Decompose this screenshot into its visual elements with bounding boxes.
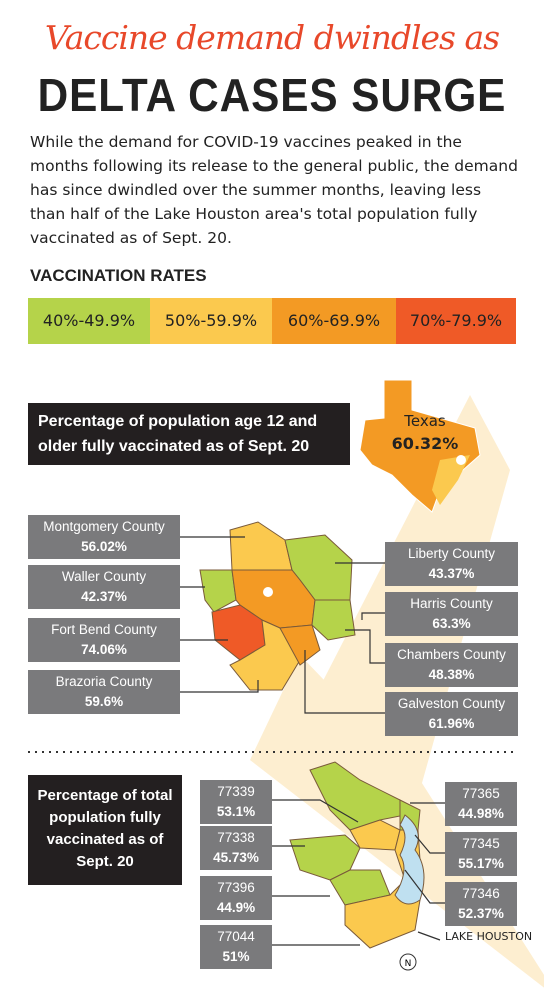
county-label-name: Harris County: [410, 596, 493, 611]
lake-label: LAKE HOUSTON: [445, 930, 532, 943]
zip-label-name: 77044: [217, 929, 255, 944]
county-label-name: Liberty County: [407, 546, 496, 561]
zip-label: 77339 53.1%: [200, 780, 272, 824]
county-label-value: 42.37%: [81, 589, 127, 604]
county-label-name: Galveston County: [397, 696, 506, 711]
zip-label-name: 77339: [217, 784, 255, 799]
county-label-value: 63.3%: [432, 616, 471, 631]
zip-label: 77365 44.98%: [445, 782, 517, 826]
zip-leaders: [270, 799, 445, 946]
zip-label-value: 53.1%: [216, 804, 256, 819]
houston-dot: [456, 455, 466, 465]
north-marker: [399, 953, 417, 971]
county-label: Liberty County 43.37%: [385, 542, 518, 586]
county-label-name: Waller County: [61, 569, 147, 584]
zip-label: 77346 52.37%: [445, 882, 517, 926]
county-label: Harris County 63.3%: [385, 592, 518, 636]
state-heading: Percentage of population age 12 and olde…: [28, 403, 350, 465]
state-name: Texas: [404, 412, 446, 430]
title-script: Vaccine demand dwindles as: [44, 18, 500, 57]
zip-label-name: 77396: [217, 880, 255, 895]
zip-label-value: 45.73%: [213, 850, 259, 865]
zip-label: 77338 45.73%: [200, 826, 272, 870]
legend-title: VACCINATION RATES: [30, 266, 207, 285]
state-value: 60.32%: [391, 434, 459, 453]
county-label-value: 56.02%: [81, 539, 127, 554]
county-label: Brazoria County 59.6%: [28, 670, 180, 714]
county-label-value: 74.06%: [81, 642, 127, 657]
zip-label-name: 77345: [462, 836, 500, 851]
intro-text: While the demand for COVID-19 vaccines p…: [30, 133, 518, 247]
legend-item: 50%-59.9%: [150, 298, 272, 344]
zip-label-value: 44.9%: [216, 900, 256, 915]
title-main: DELTA CASES SURGE: [37, 69, 507, 121]
zip-label-name: 77338: [217, 830, 255, 845]
zip-map: [289, 761, 425, 949]
zip-label-name: 77365: [462, 786, 500, 801]
zip-label-name: 77346: [462, 886, 500, 901]
county-label-value: 61.96%: [428, 716, 475, 731]
zip-label: 77345 55.17%: [445, 832, 517, 876]
county-map: [199, 521, 356, 691]
county-label-name: Fort Bend County: [51, 622, 157, 637]
county-label-value: 48.38%: [428, 667, 475, 682]
county-label: Fort Bend County 74.06%: [28, 618, 180, 662]
county-label-value: 59.6%: [84, 694, 124, 709]
houston-area: [432, 455, 470, 505]
zip-label: 77396 44.9%: [200, 876, 272, 920]
zip-label-value: 44.98%: [458, 806, 504, 821]
county-label-name: Chambers County: [397, 647, 506, 662]
county-label-name: Brazoria County: [55, 674, 153, 689]
lake-houston-dot: [263, 587, 273, 597]
county-label: Galveston County 61.96%: [385, 692, 518, 736]
legend-item: 60%-69.9%: [272, 298, 396, 344]
county-label: Waller County 42.37%: [28, 565, 180, 609]
county-label: Montgomery County 56.02%: [28, 515, 180, 559]
county-label-value: 43.37%: [428, 566, 475, 581]
zip-label-value: 55.17%: [458, 856, 504, 871]
county-label: Chambers County 48.38%: [385, 643, 518, 687]
legend-item: 70%-79.9%: [396, 298, 516, 344]
north-label: N: [405, 959, 412, 969]
zip-label-value: 51%: [222, 949, 250, 964]
county-leaders: [180, 536, 385, 714]
zip-label-value: 52.37%: [458, 906, 504, 921]
legend-item: 40%-49.9%: [28, 298, 150, 344]
zip-label: 77044 51%: [200, 925, 272, 969]
zip-heading: Percentage of total population fully vac…: [28, 775, 182, 885]
county-label-name: Montgomery County: [43, 519, 165, 534]
